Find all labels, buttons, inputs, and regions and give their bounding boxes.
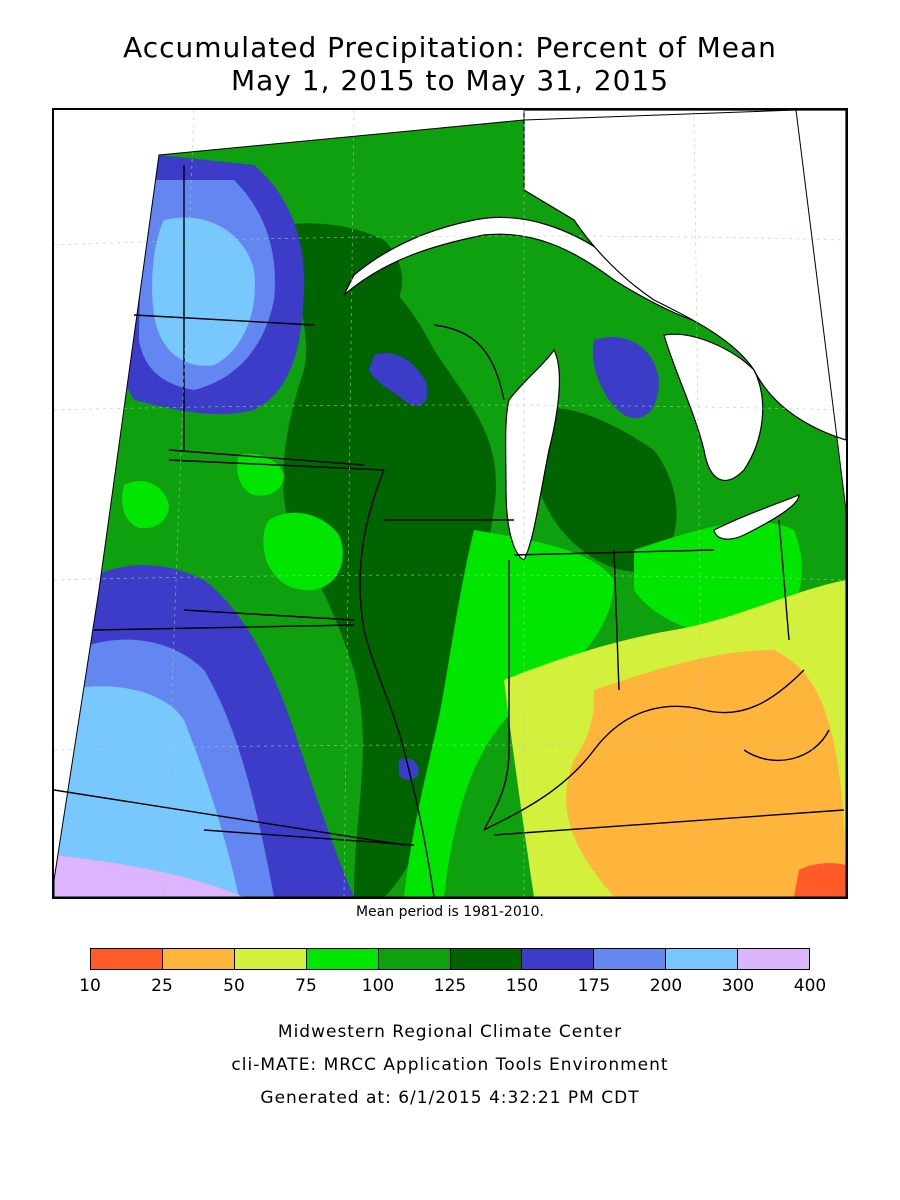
legend-swatch-300-400 xyxy=(738,949,810,969)
zone-75-100-sd xyxy=(122,481,169,529)
border-ne-ks xyxy=(93,624,355,631)
legend-swatch-25-50 xyxy=(162,949,235,969)
zone-100-125-west xyxy=(110,369,277,599)
lake-michigan xyxy=(505,348,561,561)
border-mo-ar xyxy=(203,829,415,846)
lon-line-2 xyxy=(343,110,355,897)
map-title: Accumulated Precipitation: Percent of Me… xyxy=(123,31,777,64)
border-wi-mi xyxy=(433,324,505,401)
border-il-in xyxy=(483,560,510,831)
precipitation-map xyxy=(52,108,848,899)
zone-200-300-sw xyxy=(54,686,239,897)
border-mi-oh xyxy=(513,549,715,556)
lake-erie xyxy=(713,494,800,540)
zone-10-25-se xyxy=(794,863,846,897)
border-oh-pa xyxy=(778,519,790,641)
projection-outline xyxy=(54,110,846,897)
legend-tick-label: 175 xyxy=(577,976,611,996)
legend-tick-label: 50 xyxy=(223,976,245,996)
footer-tool-name: cli-MATE: MRCC Application Tools Environ… xyxy=(231,1055,669,1075)
legend-tick-label: 400 xyxy=(793,976,827,996)
lat-line-3 xyxy=(54,574,846,581)
border-sd-ne xyxy=(168,449,365,466)
lat-line-4 xyxy=(54,744,846,751)
footer-generated-time: Generated at: 6/1/2015 4:32:21 PM CDT xyxy=(260,1088,640,1108)
border-nd-sd xyxy=(133,314,315,326)
graticule xyxy=(54,110,846,897)
zone-125-150-michigan xyxy=(530,408,677,572)
zone-75-100-iowa xyxy=(263,512,343,591)
legend-swatch-100-125 xyxy=(378,949,451,969)
state-boundaries xyxy=(54,165,845,897)
lon-line-4 xyxy=(693,110,705,897)
lat-line-2 xyxy=(54,404,846,411)
border-ms-river xyxy=(359,469,435,897)
lat-line-1 xyxy=(54,235,846,246)
legend-tick-label: 150 xyxy=(505,976,539,996)
border-ky-tn xyxy=(493,809,845,836)
legend-swatch-175-200 xyxy=(594,949,667,969)
lon-line-1 xyxy=(163,110,195,897)
map-date-range: May 1, 2015 to May 31, 2015 xyxy=(230,64,670,97)
border-ohio-river xyxy=(483,669,805,831)
zone-25-50-east xyxy=(566,650,846,897)
border-mn-ia xyxy=(168,459,385,471)
great-lakes xyxy=(343,110,846,561)
legend-swatch-125-150 xyxy=(450,949,523,969)
legend-tick-label: 100 xyxy=(361,976,395,996)
legend-tick-label: 10 xyxy=(79,976,101,996)
legend-swatch-75-100 xyxy=(306,949,379,969)
legend-swatch-150-175 xyxy=(522,949,595,969)
border-in-oh xyxy=(613,549,620,691)
legend-tick-label: 75 xyxy=(295,976,317,996)
border-wv-va xyxy=(743,729,830,762)
zone-200-300-nw xyxy=(152,217,255,366)
legend-tick-label: 125 xyxy=(433,976,467,996)
zone-150-175-mi xyxy=(593,336,659,419)
zone-150-175-wi xyxy=(369,353,428,406)
map-canvas xyxy=(54,110,846,897)
legend-swatch-200-300 xyxy=(666,949,739,969)
legend-tick-label: 200 xyxy=(649,976,683,996)
zone-300-400-sw xyxy=(54,855,244,897)
border-ia-mo xyxy=(183,609,355,621)
mean-period-note: Mean period is 1981-2010. xyxy=(355,904,545,920)
ontario-region-blank xyxy=(523,110,846,441)
border-ks-ok xyxy=(54,789,405,846)
legend-swatch-10-25 xyxy=(91,949,163,969)
legend-tick-label: 300 xyxy=(721,976,755,996)
legend-swatch-50-75 xyxy=(234,949,307,969)
legend-tick-label: 25 xyxy=(151,976,173,996)
footer-organization: Midwestern Regional Climate Center xyxy=(277,1022,623,1042)
color-legend xyxy=(90,948,810,970)
